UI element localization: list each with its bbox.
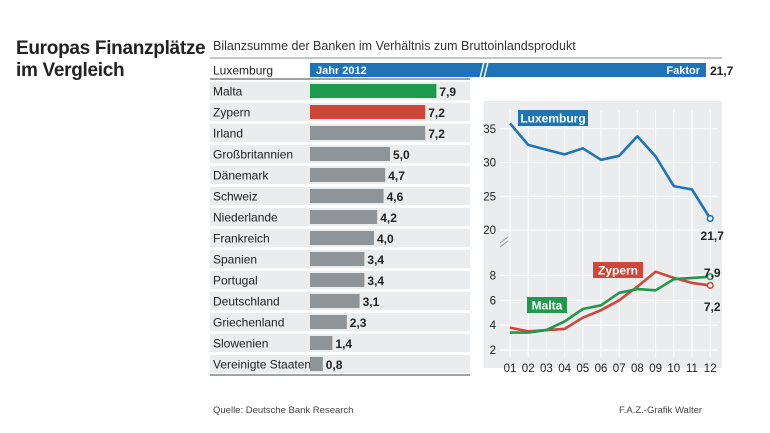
bar-grossbritannien [310, 147, 390, 161]
value-label-niederlande: 4,2 [380, 211, 397, 225]
x-tick-label: 09 [649, 363, 662, 375]
graphic-credit: F.A.Z.-Grafik Walter [619, 405, 703, 416]
chart-title: Europas Finanzplätze im Vergleich [16, 38, 206, 82]
x-tick-label: 10 [667, 363, 680, 375]
legend-label-malta: Malta [532, 299, 563, 313]
legend-box-zypern [593, 262, 643, 278]
bar-deutschland [310, 294, 360, 308]
category-label-schweiz: Schweiz [213, 190, 258, 204]
bar-schweiz [310, 189, 384, 203]
title-line-1: Europas Finanzplätze [16, 38, 206, 59]
source-note: Quelle: Deutsche Bank Research [213, 405, 354, 416]
bar-daenemark [310, 168, 386, 182]
bar-luxemburg [310, 63, 706, 77]
category-label-malta: Malta [213, 85, 243, 99]
x-tick-label: 11 [686, 363, 698, 375]
x-tick-label: 05 [576, 363, 589, 375]
series-endpoint-malta [706, 273, 714, 281]
category-label-slowenien: Slowenien [213, 337, 268, 351]
category-label-grossbritannien: Großbritannien [213, 148, 293, 162]
bar-spanien [310, 252, 365, 266]
value-label-irland: 7,2 [428, 127, 445, 141]
x-tick-label: 04 [558, 363, 571, 375]
bar-malta [310, 84, 437, 98]
title-line-2: im Vergleich [16, 60, 125, 81]
bar-portugal [310, 273, 365, 287]
bar-irland [310, 126, 426, 140]
y-tick-label: 30 [483, 158, 496, 170]
legend-label-zypern: Zypern [598, 264, 638, 278]
y-axis-break-mark [499, 240, 509, 248]
end-label-zypern: 7,2 [704, 300, 721, 314]
series-line-luxemburg [509, 122, 712, 220]
x-tick-label: 01 [504, 363, 517, 375]
series-line-malta [510, 275, 711, 334]
category-label-niederlande: Niederlande [213, 211, 278, 225]
end-label-malta: 7,9 [704, 266, 721, 280]
x-tick-label: 07 [613, 363, 626, 375]
category-label-frankreich: Frankreich [213, 232, 270, 246]
category-label-luxemburg: Luxemburg [213, 64, 273, 78]
value-label-malta: 7,9 [439, 85, 456, 99]
end-label-luxemburg: 21,7 [701, 229, 725, 243]
bar-griechenland [310, 315, 347, 329]
y-tick-label: 4 [490, 320, 497, 332]
category-label-zypern: Zypern [213, 106, 250, 120]
category-label-spanien: Spanien [213, 253, 257, 267]
value-label-schweiz: 4,6 [387, 190, 404, 204]
value-label-zypern: 7,2 [428, 106, 445, 120]
x-tick-label: 12 [704, 363, 717, 375]
y-tick-label: 8 [490, 270, 496, 282]
row-background-slowenien [210, 334, 470, 352]
value-label-slowenien: 1,4 [335, 337, 352, 351]
bar-break-mark-luxemburg [483, 61, 489, 79]
category-label-irland: Irland [213, 127, 243, 141]
value-label-grossbritannien: 5,0 [393, 148, 410, 162]
category-label-daenemark: Dänemark [213, 169, 269, 183]
value-label-deutschland: 3,1 [363, 295, 380, 309]
legend-box-luxemburg [518, 110, 588, 126]
x-tick-label: 02 [522, 363, 535, 375]
value-label-portugal: 3,4 [367, 274, 384, 288]
bar-slowenien [310, 336, 333, 350]
value-label-spanien: 3,4 [367, 253, 384, 267]
value-label-luxemburg: 21,7 [710, 64, 734, 78]
bar-year-label: Jahr 2012 [316, 65, 367, 77]
category-label-vereinigte-staaten: Vereinigte Staaten [213, 358, 311, 372]
legend-box-malta [527, 297, 567, 313]
bar-vereinigte-staaten [310, 357, 323, 371]
bar-factor-label: Faktor [666, 65, 700, 77]
y-tick-label: 20 [483, 225, 496, 237]
y-tick-label: 2 [490, 345, 496, 357]
y-tick-label: 35 [483, 124, 496, 136]
x-tick-label: 08 [631, 363, 644, 375]
y-axis-break-mark [499, 236, 509, 244]
bar-niederlande [310, 210, 378, 224]
bar-break-mark-luxemburg [479, 61, 485, 79]
line-chart-background [484, 101, 722, 368]
bar-zypern [310, 105, 426, 119]
value-label-vereinigte-staaten: 0,8 [326, 358, 343, 372]
y-tick-label: 25 [483, 191, 496, 203]
series-endpoint-luxemburg [706, 214, 714, 223]
category-label-griechenland: Griechenland [213, 316, 284, 330]
chart-subtitle: Bilanzsumme der Banken im Verhältnis zum… [213, 39, 576, 53]
category-label-portugal: Portugal [213, 274, 258, 288]
x-tick-label: 03 [540, 363, 553, 375]
value-label-frankreich: 4,0 [377, 232, 394, 246]
category-label-deutschland: Deutschland [213, 295, 280, 309]
row-background-vereinigte-staaten [210, 355, 470, 373]
x-tick-label: 06 [595, 363, 608, 375]
value-label-daenemark: 4,7 [388, 169, 405, 183]
bar-frankreich [310, 231, 374, 245]
series-endpoint-zypern [706, 281, 714, 289]
y-tick-label: 6 [490, 295, 496, 307]
legend-label-luxemburg: Luxemburg [520, 112, 585, 126]
value-label-griechenland: 2,3 [350, 316, 367, 330]
